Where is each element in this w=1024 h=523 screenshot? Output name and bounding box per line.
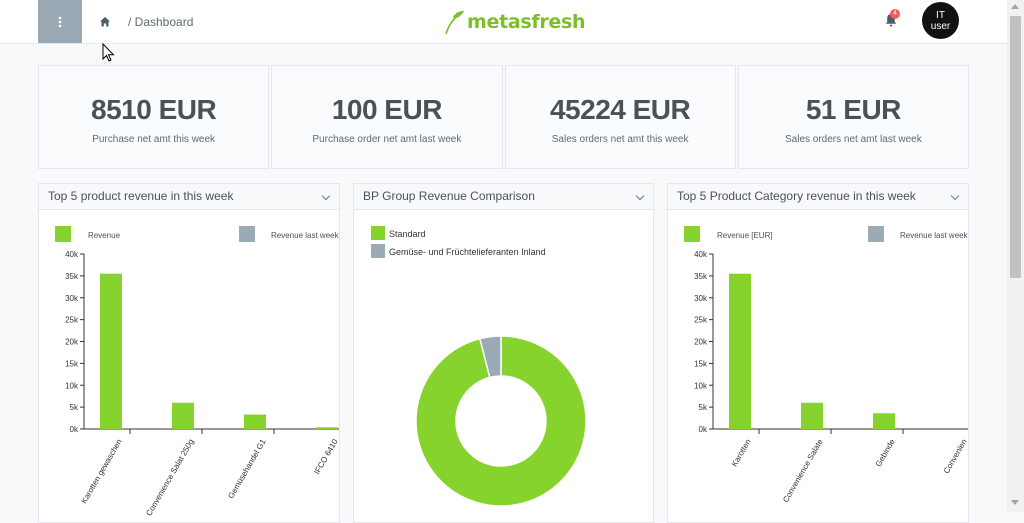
- y-tick-label: 30k: [65, 294, 79, 303]
- legend-swatch: [371, 244, 385, 258]
- chevron-down-icon[interactable]: [321, 191, 331, 201]
- page-scrollbar[interactable]: [1007, 0, 1024, 512]
- y-tick-label: 40k: [65, 250, 79, 259]
- legend-label: Gemüse- und Früchtelieferanten Inland: [389, 247, 546, 257]
- bp-group-chart: Standard Gemüse- und Früchtelieferanten I…: [371, 226, 587, 507]
- kpi-value: 45224 EUR: [549, 94, 691, 125]
- y-tick-label: 40k: [694, 250, 708, 259]
- legend-label: Revenue [EUR]: [717, 231, 773, 240]
- x-tick-label: Gebinde: [874, 437, 897, 468]
- y-tick-label: 35k: [694, 272, 708, 281]
- legend-label: Standard: [389, 229, 426, 239]
- legend-label: Revenue last week: [271, 231, 339, 240]
- y-tick-label: 0k: [70, 425, 79, 434]
- kpi-caption: Purchase net amt this week: [92, 134, 216, 145]
- avatar-line2: user: [930, 21, 951, 32]
- category-revenue-chart: Revenue [EUR] Revenue last week 0k 5k 10k 15k…: [684, 226, 968, 504]
- logo-text: metasfresh: [467, 11, 586, 33]
- y-tick-label: 25k: [694, 316, 708, 325]
- scroll-up-arrow-icon[interactable]: [1011, 4, 1019, 9]
- kpi-value: 100 EUR: [331, 94, 443, 125]
- bar: [244, 414, 266, 429]
- legend-swatch: [371, 226, 385, 240]
- top-bar: / Dashboard metasfresh 4 IT user: [0, 0, 1007, 44]
- kebab-menu-icon: [58, 16, 62, 27]
- notification-badge: 4: [890, 9, 900, 19]
- legend-swatch: [684, 226, 700, 242]
- kpi-card[interactable]: 45224 EUR Sales orders net amt this week: [504, 65, 736, 169]
- bar: [801, 402, 823, 429]
- product-revenue-chart: Revenue Revenue last week 0k 5k 10k 15k 20k 25k…: [55, 226, 339, 518]
- kpi-card[interactable]: 51 EUR Sales orders net amt last week: [737, 65, 969, 169]
- chevron-down-icon[interactable]: [950, 191, 960, 201]
- legend-label: Revenue: [88, 231, 121, 240]
- product-revenue-panel: Top 5 product revenue in this week Reven…: [38, 183, 340, 523]
- x-tick-label: IFCO 6410: [312, 437, 339, 476]
- menu-button[interactable]: [38, 0, 82, 43]
- bar: [316, 427, 338, 429]
- y-tick-label: 5k: [699, 403, 708, 412]
- bar: [100, 273, 122, 429]
- y-tick-label: 25k: [65, 316, 79, 325]
- x-tick-label: Karotten: [730, 438, 753, 469]
- panel-title: BP Group Revenue Comparison: [363, 189, 535, 203]
- avatar[interactable]: IT user: [922, 2, 959, 39]
- y-tick-label: 35k: [65, 272, 79, 281]
- x-tick-label: Gemüsehandel G1: [226, 437, 268, 500]
- logo[interactable]: metasfresh: [443, 8, 586, 36]
- legend-swatch: [239, 226, 255, 242]
- legend-label: Revenue last week: [900, 231, 968, 240]
- x-tick-label: Karotten gewaschen: [79, 438, 123, 506]
- y-tick-label: 20k: [694, 338, 708, 347]
- y-tick-label: 15k: [694, 359, 708, 368]
- avatar-line1: IT: [936, 10, 945, 21]
- kpi-card[interactable]: 100 EUR Purchase order net amt last week: [271, 65, 503, 169]
- bar: [729, 273, 751, 429]
- scroll-down-arrow-icon[interactable]: [1011, 500, 1019, 505]
- kpi-caption: Sales orders net amt this week: [551, 134, 689, 145]
- kpi-row: 8510 EUR Purchase net amt this week 100 …: [38, 65, 969, 169]
- pie-slice: [478, 335, 502, 379]
- scroll-thumb[interactable]: [1010, 16, 1021, 278]
- y-tick-label: 15k: [65, 359, 79, 368]
- legend-swatch: [55, 226, 71, 242]
- kpi-caption: Purchase order net amt last week: [312, 134, 462, 145]
- category-revenue-panel: Top 5 Product Category revenue in this w…: [667, 183, 969, 523]
- bar: [873, 413, 895, 429]
- y-tick-label: 10k: [694, 381, 708, 390]
- y-tick-label: 0k: [699, 425, 708, 434]
- home-icon[interactable]: [98, 15, 112, 29]
- bar: [172, 402, 194, 429]
- x-tick-label: Convenience Salat 250g: [144, 438, 195, 518]
- legend-swatch: [868, 226, 884, 242]
- panel-header[interactable]: BP Group Revenue Comparison: [354, 184, 653, 210]
- panel-header[interactable]: Top 5 product revenue in this week: [39, 184, 339, 210]
- x-tick-label: Convenience Salate: [781, 437, 825, 504]
- y-tick-label: 10k: [65, 381, 79, 390]
- breadcrumb[interactable]: / Dashboard: [128, 15, 194, 29]
- mouse-cursor-icon: [102, 43, 115, 62]
- chevron-down-icon[interactable]: [635, 191, 645, 201]
- panel-title: Top 5 product revenue in this week: [48, 189, 234, 203]
- kpi-card[interactable]: 8510 EUR Purchase net amt this week: [38, 65, 270, 169]
- pie-slice: [415, 335, 587, 507]
- kpi-value: 8510 EUR: [91, 94, 217, 125]
- leaf-logo-icon: [445, 11, 464, 35]
- bp-group-panel: BP Group Revenue Comparison Standard Gemü…: [353, 183, 654, 523]
- y-tick-label: 30k: [694, 294, 708, 303]
- kpi-value: 51 EUR: [805, 94, 902, 125]
- panel-title: Top 5 Product Category revenue in this w…: [677, 189, 916, 203]
- y-tick-label: 20k: [65, 338, 79, 347]
- kpi-caption: Sales orders net amt last week: [785, 134, 922, 145]
- y-tick-label: 5k: [70, 403, 79, 412]
- panel-header[interactable]: Top 5 Product Category revenue in this w…: [668, 184, 968, 210]
- x-tick-label: Convenien: [942, 438, 968, 476]
